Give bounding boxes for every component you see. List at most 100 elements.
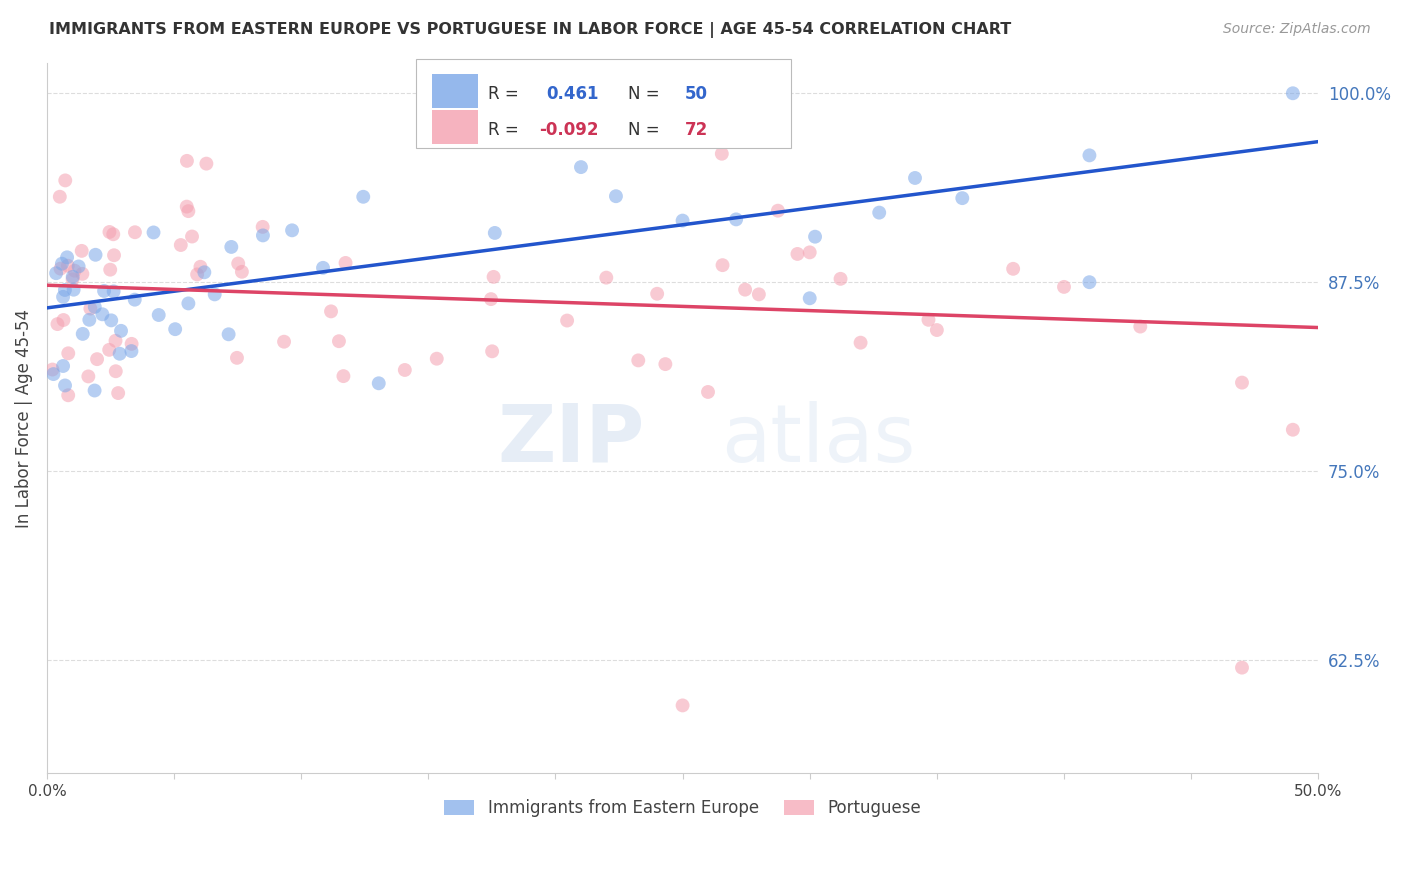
Point: [725, 212, 748, 227]
Point: [312, 260, 335, 275]
Point: [91, 307, 114, 321]
Point: [79, 301, 101, 316]
Point: [62, 283, 84, 297]
Point: [426, 351, 449, 366]
Point: [49, 190, 72, 204]
Point: [1230, 660, 1253, 674]
Point: [748, 287, 770, 301]
Point: [49, 261, 72, 276]
Point: [110, 324, 132, 338]
Point: [52, 290, 75, 304]
Text: Source: ZipAtlas.com: Source: ZipAtlas.com: [1223, 22, 1371, 37]
Point: [58, 346, 80, 360]
Point: [108, 347, 131, 361]
Point: [252, 228, 274, 243]
Point: [226, 351, 249, 365]
Point: [62, 272, 84, 286]
Point: [72, 267, 94, 281]
Point: [218, 327, 240, 342]
Point: [917, 313, 939, 327]
Point: [67, 260, 90, 274]
Point: [176, 200, 198, 214]
Point: [63, 263, 86, 277]
Point: [53, 173, 76, 187]
Point: [45, 266, 67, 280]
Point: [481, 344, 503, 359]
Point: [352, 190, 374, 204]
Point: [605, 189, 627, 203]
Point: [830, 272, 852, 286]
Point: [1002, 261, 1025, 276]
Point: [627, 353, 650, 368]
Point: [555, 313, 578, 327]
Point: [394, 363, 416, 377]
Point: [124, 293, 146, 307]
Point: [925, 323, 948, 337]
Point: [56, 259, 79, 273]
Point: [70, 244, 93, 258]
Point: [1078, 148, 1101, 162]
Point: [904, 171, 927, 186]
Point: [849, 335, 872, 350]
Point: [595, 270, 617, 285]
Point: [734, 283, 756, 297]
Point: [671, 213, 693, 227]
Point: [52, 359, 75, 373]
Point: [104, 334, 127, 348]
Point: [186, 268, 208, 282]
Point: [83, 384, 105, 398]
Text: R =: R =: [488, 85, 524, 103]
Point: [56, 250, 79, 264]
Point: [52, 313, 75, 327]
Point: [190, 260, 212, 274]
Point: [1053, 280, 1076, 294]
Point: [1282, 87, 1305, 101]
Point: [328, 334, 350, 349]
Point: [484, 226, 506, 240]
Text: atlas: atlas: [721, 401, 915, 478]
Point: [84, 248, 107, 262]
Point: [221, 240, 243, 254]
Point: [654, 357, 676, 371]
Point: [120, 344, 142, 359]
Point: [482, 269, 505, 284]
Text: 0.461: 0.461: [547, 85, 599, 103]
FancyBboxPatch shape: [432, 110, 478, 145]
Text: N =: N =: [628, 85, 659, 103]
Text: R =: R =: [488, 121, 524, 139]
Point: [51, 257, 73, 271]
Point: [41, 362, 63, 376]
Point: [786, 247, 808, 261]
Text: -0.092: -0.092: [538, 121, 599, 139]
Point: [98, 262, 121, 277]
Point: [79, 313, 101, 327]
Point: [799, 291, 821, 305]
Point: [177, 296, 200, 310]
Point: [77, 369, 100, 384]
Point: [46, 317, 69, 331]
Point: [104, 364, 127, 378]
Point: [1230, 376, 1253, 390]
Point: [53, 378, 76, 392]
Point: [204, 287, 226, 301]
Text: N =: N =: [628, 121, 659, 139]
Point: [103, 248, 125, 262]
Point: [98, 343, 121, 357]
Point: [148, 308, 170, 322]
Point: [252, 219, 274, 234]
Point: [868, 205, 890, 219]
Point: [121, 336, 143, 351]
Point: [335, 256, 357, 270]
Point: [697, 384, 720, 399]
Point: [671, 698, 693, 713]
Point: [281, 223, 304, 237]
Point: [766, 203, 789, 218]
Point: [42, 367, 65, 381]
Point: [103, 285, 125, 299]
Text: 50: 50: [685, 85, 709, 103]
Point: [569, 160, 592, 174]
FancyBboxPatch shape: [432, 74, 478, 108]
Point: [124, 225, 146, 239]
Point: [804, 229, 827, 244]
Point: [181, 229, 204, 244]
